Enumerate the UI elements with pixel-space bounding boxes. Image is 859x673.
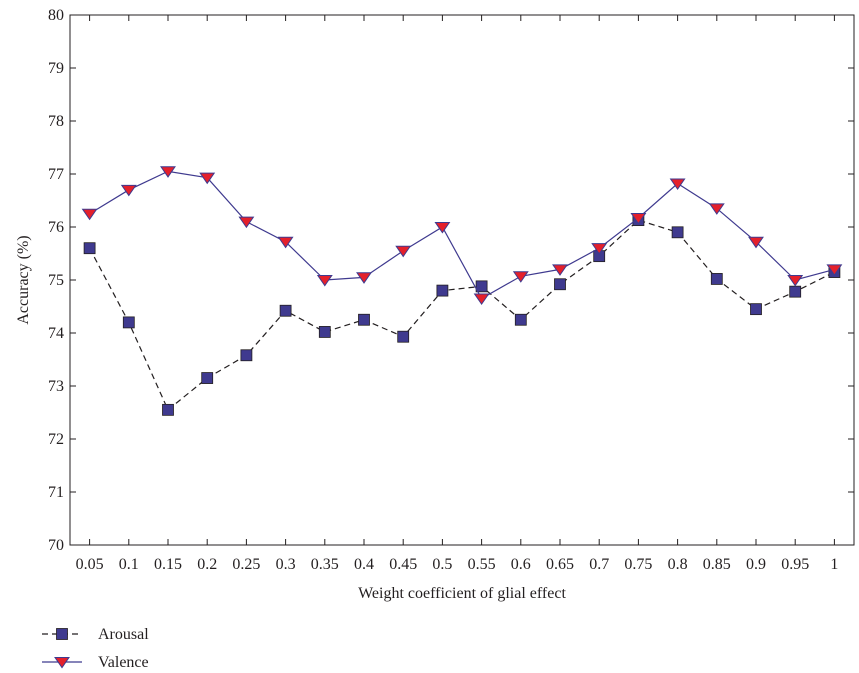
data-point-valence <box>552 264 568 276</box>
series-line-arousal <box>89 219 835 411</box>
data-point-valence <box>826 264 843 276</box>
x-tick-label: 0.25 <box>232 556 260 573</box>
legend: Arousal Valence <box>42 626 149 671</box>
data-point-arousal <box>162 403 174 416</box>
data-point-arousal <box>554 278 566 291</box>
data-point-arousal <box>475 280 488 293</box>
data-point-valence <box>512 271 529 283</box>
x-tick-label: 0.5 <box>432 556 452 573</box>
x-tick-label: 0.05 <box>76 556 104 573</box>
legend-label-arousal: Arousal <box>98 626 149 643</box>
x-tick-label: 0.3 <box>276 556 296 573</box>
data-point-arousal <box>83 242 96 255</box>
y-tick-label: 73 <box>48 378 64 395</box>
data-point-valence <box>316 274 333 287</box>
data-point-valence <box>120 184 137 197</box>
data-point-valence <box>356 272 372 284</box>
x-tick-label: 0.65 <box>546 556 574 573</box>
data-point-arousal <box>710 273 723 285</box>
plot-area <box>69 14 855 546</box>
data-point-valence <box>434 221 451 234</box>
series-layer <box>81 166 843 416</box>
data-point-arousal <box>318 326 331 338</box>
data-point-valence <box>277 236 294 249</box>
data-point-valence <box>238 216 255 229</box>
x-axis-label: Weight coefficient of glial effect <box>358 585 566 602</box>
x-tick-label: 0.1 <box>119 556 139 573</box>
data-point-arousal <box>122 316 135 329</box>
data-point-valence <box>395 245 412 258</box>
data-point-arousal <box>201 372 214 384</box>
series-valence <box>81 166 843 306</box>
legend-marker-valence <box>54 656 70 669</box>
x-tick-label: 0.8 <box>668 556 688 573</box>
data-point-valence <box>473 293 490 306</box>
data-point-arousal <box>514 313 527 326</box>
x-tick-label: 0.15 <box>154 556 182 573</box>
y-tick-label: 79 <box>48 60 64 77</box>
x-tick-label: 0.9 <box>746 556 766 573</box>
x-tick-label: 0.45 <box>389 556 417 573</box>
data-point-valence <box>591 243 608 255</box>
y-tick-label: 76 <box>48 219 64 236</box>
y-tick-label: 75 <box>48 272 64 289</box>
legend-item-arousal: Arousal <box>42 626 149 643</box>
data-point-valence <box>199 172 216 185</box>
series-arousal <box>83 214 841 416</box>
y-tick-label: 70 <box>48 537 64 554</box>
data-point-arousal <box>436 284 449 297</box>
data-point-valence <box>748 236 764 249</box>
data-point-arousal <box>279 304 292 317</box>
y-tick-label: 78 <box>48 113 64 130</box>
data-point-valence <box>708 203 725 215</box>
x-tick-label: 0.95 <box>781 556 809 573</box>
data-point-valence <box>669 178 686 191</box>
data-point-arousal <box>397 330 410 343</box>
data-point-arousal <box>358 313 370 326</box>
data-point-arousal <box>789 285 802 298</box>
y-tick-label: 80 <box>48 7 64 24</box>
data-point-valence <box>787 274 804 287</box>
x-tick-label: 0.7 <box>589 556 609 573</box>
x-axis: 0.05 0.1 0.15 0.2 0.25 0.3 0.35 0.4 0.45 0.5 0.55 0… <box>76 15 838 573</box>
x-tick-label: 0.35 <box>311 556 339 573</box>
data-point-valence <box>81 208 98 221</box>
y-tick-label: 74 <box>48 325 64 342</box>
data-point-arousal <box>750 303 762 316</box>
x-tick-label: 0.4 <box>354 556 374 573</box>
data-point-valence <box>160 166 176 178</box>
y-tick-label: 77 <box>48 166 64 183</box>
x-tick-label: 1 <box>830 556 838 573</box>
y-axis-label: Accuracy (%) <box>15 235 32 324</box>
x-tick-label: 0.75 <box>624 556 652 573</box>
y-tick-label: 71 <box>48 484 64 501</box>
x-tick-label: 0.2 <box>197 556 217 573</box>
x-tick-label: 0.55 <box>468 556 496 573</box>
x-tick-label: 0.85 <box>703 556 731 573</box>
data-point-arousal <box>240 349 253 362</box>
data-point-valence <box>630 212 647 225</box>
legend-item-valence: Valence <box>42 654 149 671</box>
x-tick-label: 0.6 <box>511 556 531 573</box>
data-point-arousal <box>671 226 684 239</box>
y-tick-label: 72 <box>48 431 64 448</box>
legend-label-valence: Valence <box>98 654 149 671</box>
legend-marker-arousal <box>56 628 68 640</box>
y-axis: 70 71 72 73 74 75 76 77 78 79 80 <box>48 7 854 554</box>
